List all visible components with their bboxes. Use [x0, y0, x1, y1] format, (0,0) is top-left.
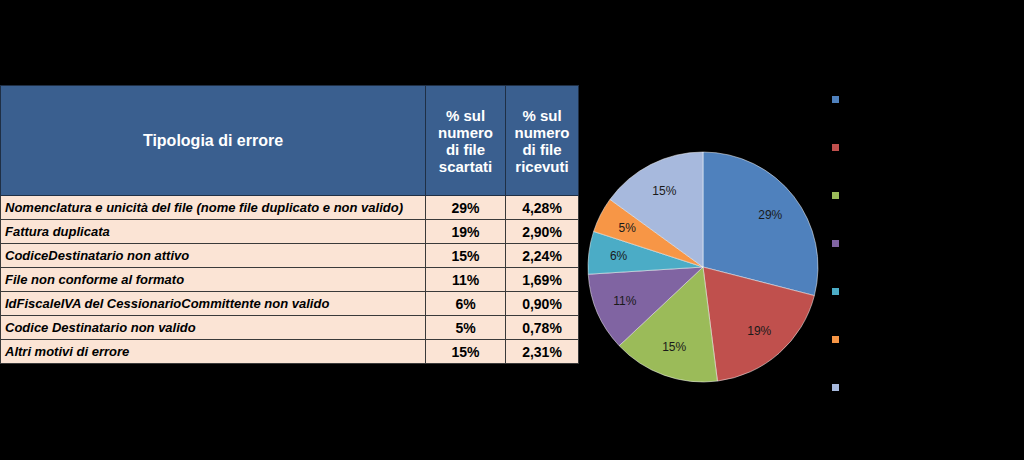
pie-slice	[610, 152, 703, 267]
data-label: 29%	[758, 208, 782, 222]
table-cell: 2,31%	[506, 340, 579, 364]
table-row: File non conforme al formato11%1,69%	[1, 268, 579, 292]
table-cell: 5%	[426, 316, 506, 340]
table-cell: File non conforme al formato	[1, 268, 426, 292]
table-cell: 15%	[426, 340, 506, 364]
table-cell: 0,78%	[506, 316, 579, 340]
table-row: CodiceDestinatario non attivo15%2,24%	[1, 244, 579, 268]
legend-swatch	[832, 288, 839, 295]
legend-swatch	[832, 384, 839, 391]
table-row: Altri motivi di errore15%2,31%	[1, 340, 579, 364]
header-cell: % sul numero di file scartati	[426, 86, 506, 196]
legend-swatch	[832, 192, 839, 199]
header-cell: % sul numero di file ricevuti	[506, 86, 579, 196]
legend-swatch	[832, 144, 839, 151]
table-row: IdFiscaleIVA del CessionarioCommittente …	[1, 292, 579, 316]
table-cell: Codice Destinatario non valido	[1, 316, 426, 340]
table-cell: 15%	[426, 244, 506, 268]
legend-swatch	[832, 96, 839, 103]
data-label: 15%	[662, 340, 686, 354]
table-cell: 11%	[426, 268, 506, 292]
table-row: Nomenclatura e unicità del file (nome fi…	[1, 196, 579, 220]
data-label: 5%	[619, 221, 637, 235]
data-label: 6%	[610, 249, 628, 263]
slices	[588, 152, 818, 382]
table-cell: 6%	[426, 292, 506, 316]
table-cell: Altri motivi di errore	[1, 340, 426, 364]
table-row: Codice Destinatario non valido5%0,78%	[1, 316, 579, 340]
table-cell: 0,90%	[506, 292, 579, 316]
legend	[832, 96, 839, 391]
table-cell: 19%	[426, 220, 506, 244]
legend-swatch	[832, 336, 839, 343]
table-cell: Nomenclatura e unicità del file (nome fi…	[1, 196, 426, 220]
data-label: 11%	[613, 294, 636, 308]
data-labels: 29% 19% 15% 11% 6% 5% 15%	[610, 184, 783, 354]
table-cell: 4,28%	[506, 196, 579, 220]
header-cell: Tipologia di errore	[1, 86, 426, 196]
table-cell: Fattura duplicata	[1, 220, 426, 244]
table-cell: 2,24%	[506, 244, 579, 268]
data-label: 15%	[652, 184, 676, 198]
legend-swatch	[832, 240, 839, 247]
pie-chart: 29%19%15%11%6%5%15%	[0, 0, 1024, 460]
error-table: Tipologia di errore% sul numero di file …	[0, 85, 579, 364]
table-cell: 29%	[426, 196, 506, 220]
table-cell: 2,90%	[506, 220, 579, 244]
table-row: Fattura duplicata19%2,90%	[1, 220, 579, 244]
table-cell: 1,69%	[506, 268, 579, 292]
pie-slice	[703, 267, 814, 381]
table-cell: IdFiscaleIVA del CessionarioCommittente …	[1, 292, 426, 316]
data-label: 19%	[747, 324, 771, 338]
pie-slice	[588, 267, 703, 346]
header-row: Tipologia di errore% sul numero di file …	[1, 86, 579, 196]
table-cell: CodiceDestinatario non attivo	[1, 244, 426, 268]
